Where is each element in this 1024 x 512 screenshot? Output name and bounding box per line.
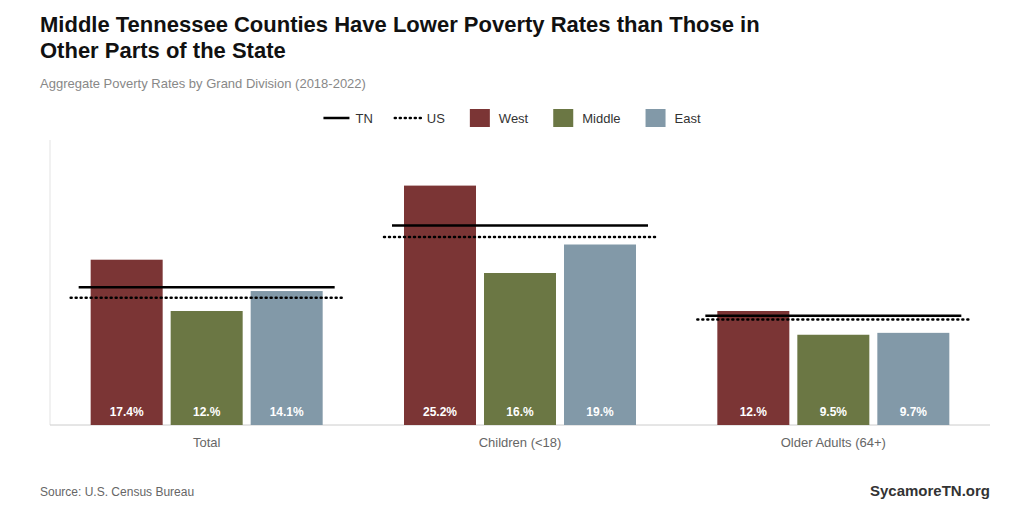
reference-line <box>392 224 648 227</box>
legend-item: East <box>646 109 701 127</box>
bar <box>251 291 323 425</box>
legend-item: US <box>395 111 445 126</box>
title: Middle Tennessee Counties Have Lower Pov… <box>40 12 760 63</box>
title-line: Middle Tennessee Counties Have Lower Pov… <box>40 12 760 37</box>
legend-item: West <box>470 109 529 127</box>
legend-item: Middle <box>553 109 620 127</box>
data-label: 12.% <box>193 405 221 419</box>
reference-line <box>705 315 961 318</box>
legend-line <box>395 117 421 120</box>
subtitle: Aggregate Poverty Rates by Grand Divisio… <box>40 76 366 91</box>
reference-line <box>71 296 343 299</box>
bar <box>877 333 949 425</box>
bar <box>171 311 243 425</box>
legend-swatch <box>470 109 490 127</box>
bar <box>484 273 556 425</box>
data-label: 19.% <box>586 405 614 419</box>
legend-swatch <box>646 109 666 127</box>
data-label: 9.5% <box>820 405 848 419</box>
data-label: 16.% <box>506 405 534 419</box>
bar <box>717 311 789 425</box>
data-label: 9.7% <box>900 405 928 419</box>
legend-line <box>323 117 349 120</box>
legend-swatch <box>553 109 573 127</box>
legend-label: East <box>675 111 701 126</box>
reference-line <box>79 286 335 289</box>
chart: Middle Tennessee Counties Have Lower Pov… <box>0 0 1024 512</box>
data-label: 14.1% <box>270 405 304 419</box>
legend-item: TN <box>323 111 372 126</box>
bar <box>797 335 869 425</box>
reference-line <box>697 318 969 321</box>
x-tick-label: Older Adults (64+) <box>781 435 886 450</box>
plot-area <box>71 186 970 425</box>
bar <box>564 245 636 426</box>
legend-label: US <box>427 111 445 126</box>
x-tick-label: Children (<18) <box>479 435 562 450</box>
legend-label: West <box>499 111 529 126</box>
legend-label: TN <box>355 111 372 126</box>
data-label: 12.% <box>740 405 768 419</box>
title-line: Other Parts of the State <box>40 38 286 63</box>
x-tick-label: Total <box>193 435 221 450</box>
source: Source: U.S. Census Bureau <box>40 485 194 499</box>
y-axis-line <box>50 140 51 425</box>
bar <box>404 186 476 425</box>
brand: SycamoreTN.org <box>870 482 990 499</box>
legend-label: Middle <box>582 111 620 126</box>
reference-line <box>384 236 656 239</box>
background <box>0 0 1024 512</box>
data-label: 17.4% <box>110 405 144 419</box>
data-label: 25.2% <box>423 405 457 419</box>
bar <box>91 260 163 425</box>
data-labels: 17.4% 25.2% 12.% 12.% 16.% 9.5% 14.1% 19.% 9.7% <box>110 405 928 419</box>
legend: TN US West Middle East <box>323 109 700 127</box>
